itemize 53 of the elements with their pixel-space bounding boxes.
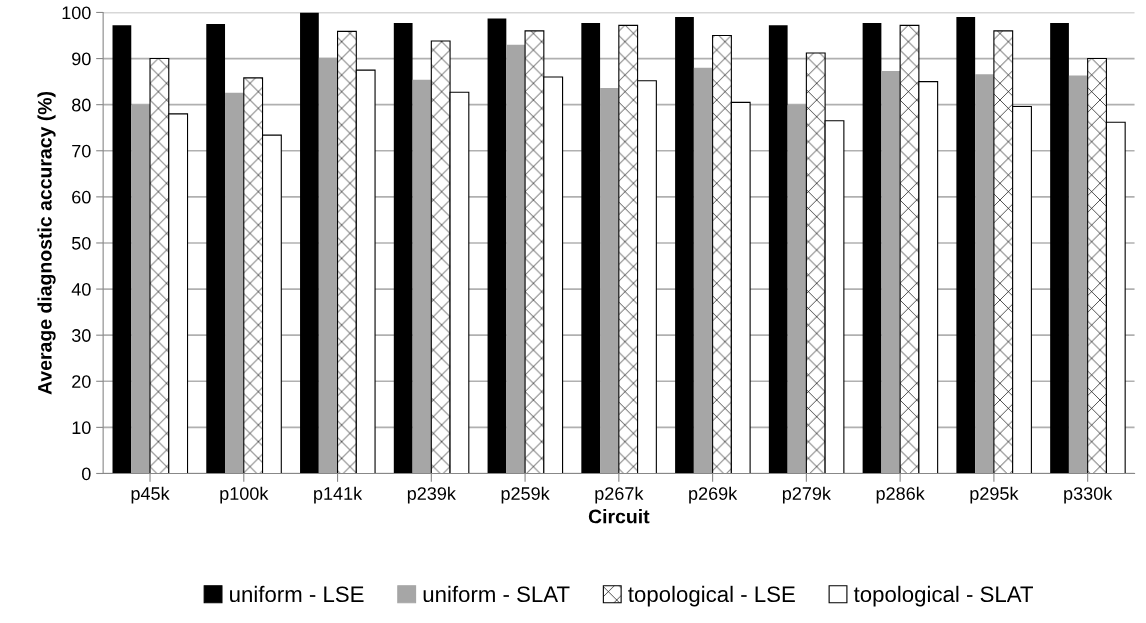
x-axis-title: Circuit	[588, 509, 650, 524]
bar	[206, 23, 226, 474]
x-tick-label: p141k	[314, 486, 363, 504]
legend-label: uniform - LSE	[230, 585, 364, 603]
bar	[261, 134, 282, 474]
y-tick-label: 60	[72, 190, 91, 204]
bar	[112, 25, 132, 474]
bar	[225, 92, 244, 474]
bar	[412, 79, 432, 474]
x-tick-label: p267k	[595, 486, 644, 504]
x-tick-label: p295k	[970, 486, 1019, 504]
x-tick-label: p279k	[782, 486, 831, 504]
legend-label: uniform - SLAT	[423, 585, 570, 603]
y-tick-label: 40	[71, 283, 91, 296]
bar	[881, 71, 901, 474]
x-tick-label: p100k	[220, 486, 269, 504]
x-tick-label: p259k	[501, 486, 550, 504]
y-tick-label: 0	[82, 467, 91, 481]
y-tick-label: 20	[72, 375, 91, 388]
bar	[600, 88, 619, 474]
x-tick-label: p239k	[407, 486, 456, 504]
bar	[393, 23, 413, 474]
bar	[862, 23, 882, 474]
bar	[975, 74, 994, 474]
bar	[675, 17, 694, 474]
bar	[300, 12, 319, 474]
y-tick-label: 80	[72, 98, 91, 112]
y-tick-label: 30	[71, 329, 91, 342]
bar	[318, 57, 338, 474]
bar	[168, 113, 189, 474]
x-tick-label: p330k	[1064, 486, 1113, 504]
y-axis-title: Average diagnostic accuracy (%)	[37, 91, 56, 395]
bar	[768, 25, 788, 474]
x-tick-label: p45k	[131, 486, 170, 504]
bar	[581, 23, 601, 474]
y-tick-label: 70	[72, 144, 91, 158]
bar	[487, 18, 507, 474]
y-tick-label: 90	[72, 52, 91, 66]
x-tick-label: p269k	[689, 486, 738, 504]
x-tick-label: p286k	[876, 486, 925, 504]
legend-label: topological - SLAT	[853, 585, 1033, 607]
bar	[1068, 75, 1088, 474]
legend-label: topological - LSE	[628, 585, 795, 607]
bar	[637, 80, 657, 474]
bar	[956, 17, 976, 474]
bar	[1050, 23, 1069, 474]
bar	[506, 44, 526, 474]
y-tick-label: 10	[72, 421, 91, 435]
bar	[543, 76, 564, 474]
bar	[693, 67, 713, 474]
y-tick-label: 100	[62, 6, 91, 20]
bar	[1012, 105, 1032, 474]
y-tick-label: 50	[71, 236, 91, 250]
